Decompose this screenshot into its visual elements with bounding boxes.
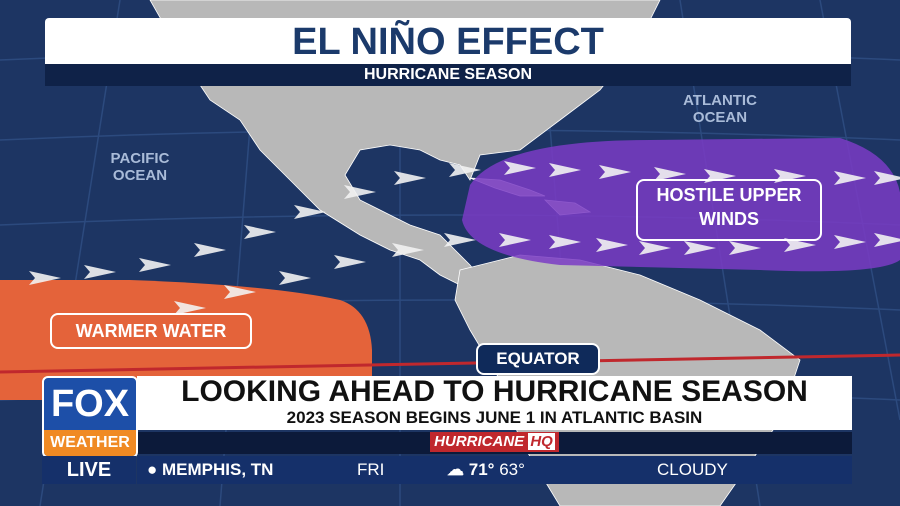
- wind-arrow: [834, 171, 866, 185]
- wind-arrow: [224, 285, 256, 299]
- wind-arrow: [449, 163, 481, 177]
- wind-arrow: [279, 271, 311, 285]
- live-badge: LIVE: [42, 456, 136, 484]
- location-text: MEMPHIS, TN: [162, 460, 274, 479]
- wind-arrow: [174, 301, 206, 315]
- brand: HURRICANE HQ: [430, 432, 559, 452]
- wind-arrow: [29, 271, 61, 285]
- wind-arrow: [444, 233, 476, 247]
- ticker: ● MEMPHIS, TN FRI ☁ 71° 63° CLOUDY: [137, 456, 852, 484]
- wind-arrow: [504, 161, 536, 175]
- ocean-label: ATLANTIC OCEAN: [660, 92, 780, 126]
- callout-line: WINDS: [699, 209, 759, 229]
- wind-arrow: [392, 243, 424, 257]
- brand-badge: HQ: [528, 433, 555, 450]
- logo-network: FOX: [50, 383, 130, 425]
- temps: ☁ 71° 63°: [447, 460, 525, 479]
- hostile-callout: HOSTILE UPPER WINDS: [636, 179, 822, 241]
- high: 71°: [468, 460, 495, 479]
- wind-arrow: [599, 165, 631, 179]
- day: FRI: [357, 460, 385, 479]
- headline-box: LOOKING AHEAD TO HURRICANE SEASON 2023 S…: [137, 376, 852, 430]
- condition: CLOUDY: [657, 460, 728, 479]
- wind-arrow: [394, 171, 426, 185]
- label-line: ATLANTIC: [683, 92, 757, 109]
- wind-arrow: [139, 258, 171, 272]
- wind-arrow: [784, 238, 816, 252]
- wind-arrow: [684, 241, 716, 255]
- label-line: OCEAN: [112, 167, 168, 184]
- wind-arrow: [84, 265, 116, 279]
- wind-arrow: [549, 163, 581, 177]
- subtitle: HURRICANE SEASON: [45, 64, 851, 86]
- wind-arrow: [294, 205, 326, 219]
- wind-arrow: [549, 235, 581, 249]
- wind-arrow: [499, 233, 531, 247]
- wind-arrow: [654, 167, 686, 181]
- wind-arrow: [334, 255, 366, 269]
- wind-arrow: [874, 233, 900, 247]
- brand-bar: HURRICANE HQ: [137, 432, 852, 454]
- wind-arrows: [29, 161, 900, 315]
- wind-arrow: [729, 241, 761, 255]
- equator-line: [0, 353, 900, 374]
- subheadline: 2023 SEASON BEGINS JUNE 1 IN ATLANTIC BA…: [286, 408, 703, 427]
- callout-line: HOSTILE UPPER: [656, 185, 802, 205]
- wind-arrow: [596, 238, 628, 252]
- wind-arrow: [344, 185, 376, 199]
- label-line: PACIFIC: [110, 150, 170, 167]
- wind-arrow: [834, 235, 866, 249]
- ocean-label: PACIFIC OCEAN: [85, 150, 195, 184]
- brand-name: HURRICANE: [434, 433, 525, 450]
- title: EL NIÑO EFFECT: [45, 18, 851, 66]
- warmer-callout: WARMER WATER: [50, 313, 252, 349]
- wind-arrow: [874, 171, 900, 185]
- label-line: OCEAN: [692, 109, 748, 126]
- wind-arrow: [194, 243, 226, 257]
- low: 63°: [499, 460, 525, 479]
- location: ● MEMPHIS, TN: [147, 460, 274, 479]
- logo: FOX WEATHER: [42, 376, 138, 458]
- headline: LOOKING AHEAD TO HURRICANE SEASON: [181, 375, 808, 408]
- wind-arrow: [639, 241, 671, 255]
- wind-arrow: [244, 225, 276, 239]
- logo-sub: WEATHER: [44, 430, 136, 456]
- equator-callout: EQUATOR: [476, 343, 600, 375]
